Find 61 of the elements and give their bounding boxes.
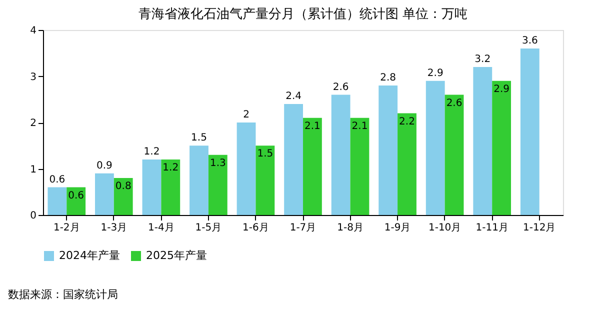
x-tick-label: 1-5月 (195, 222, 222, 234)
y-tick-label: 0 (30, 210, 36, 222)
data-label: 3.2 (474, 54, 491, 65)
y-tick-label: 3 (30, 72, 36, 83)
x-tick-label: 1-7月 (290, 222, 316, 234)
bar (303, 118, 322, 215)
data-label: 1.5 (191, 132, 207, 144)
data-label: 0.6 (68, 190, 84, 202)
data-label: 0.6 (49, 174, 66, 186)
bar (256, 146, 275, 215)
data-label: 0.9 (96, 160, 112, 172)
data-label: 2.6 (446, 98, 462, 109)
bar (444, 94, 464, 215)
bar (236, 122, 256, 215)
data-label: 3.6 (522, 36, 538, 46)
legend-label: 2024年产量 (59, 249, 120, 262)
data-label: 0.8 (115, 181, 132, 192)
data-label: 2.1 (304, 120, 320, 132)
bar (208, 154, 228, 215)
bar (95, 173, 114, 215)
bar (426, 80, 445, 215)
bar (350, 118, 370, 215)
x-tick-label: 1-4月 (148, 222, 174, 234)
chart-title: 青海省液化石油气产量分月（累计值）统计图 单位：万吨 (138, 7, 468, 22)
legend-label: 2025年产量 (146, 249, 207, 262)
x-tick-label: 1-10月 (428, 222, 462, 234)
x-tick-label: 1-6月 (242, 222, 269, 234)
data-label: 2.6 (332, 82, 349, 93)
data-label: 2.2 (399, 116, 415, 128)
y-tick-label: 4 (30, 26, 36, 36)
y-tick-label: 1 (30, 164, 36, 176)
bar (492, 80, 511, 215)
data-label: 1.2 (162, 162, 179, 174)
data-label: 2.1 (352, 120, 368, 132)
y-tick-label: 2 (30, 118, 36, 129)
data-label: 2.8 (380, 72, 396, 84)
data-label: 1.3 (210, 158, 226, 169)
data-label: 2.9 (494, 84, 510, 95)
x-tick-label: 1-8月 (337, 222, 364, 234)
bar (473, 67, 492, 215)
bar (398, 113, 416, 215)
bar (331, 94, 350, 215)
source-note: 数据来源：国家统计局 (8, 288, 118, 301)
bar (142, 160, 162, 215)
bar (378, 86, 398, 215)
bar (114, 178, 133, 215)
x-tick-label: 1-12月 (523, 222, 556, 234)
data-label: 1.2 (144, 146, 160, 158)
x-tick-label: 1-2月 (53, 222, 80, 234)
bar (48, 187, 67, 215)
data-label: 2.9 (427, 68, 444, 79)
data-label: 2 (243, 110, 250, 120)
bar (161, 160, 180, 215)
bar (284, 104, 303, 215)
bar (190, 146, 208, 215)
x-tick-label: 1-9月 (384, 222, 411, 234)
bar (520, 48, 540, 215)
data-label: 2.4 (286, 91, 302, 102)
data-label: 1.5 (257, 148, 274, 160)
x-tick-label: 1-3月 (100, 222, 128, 234)
x-tick-label: 1-11月 (476, 222, 508, 234)
